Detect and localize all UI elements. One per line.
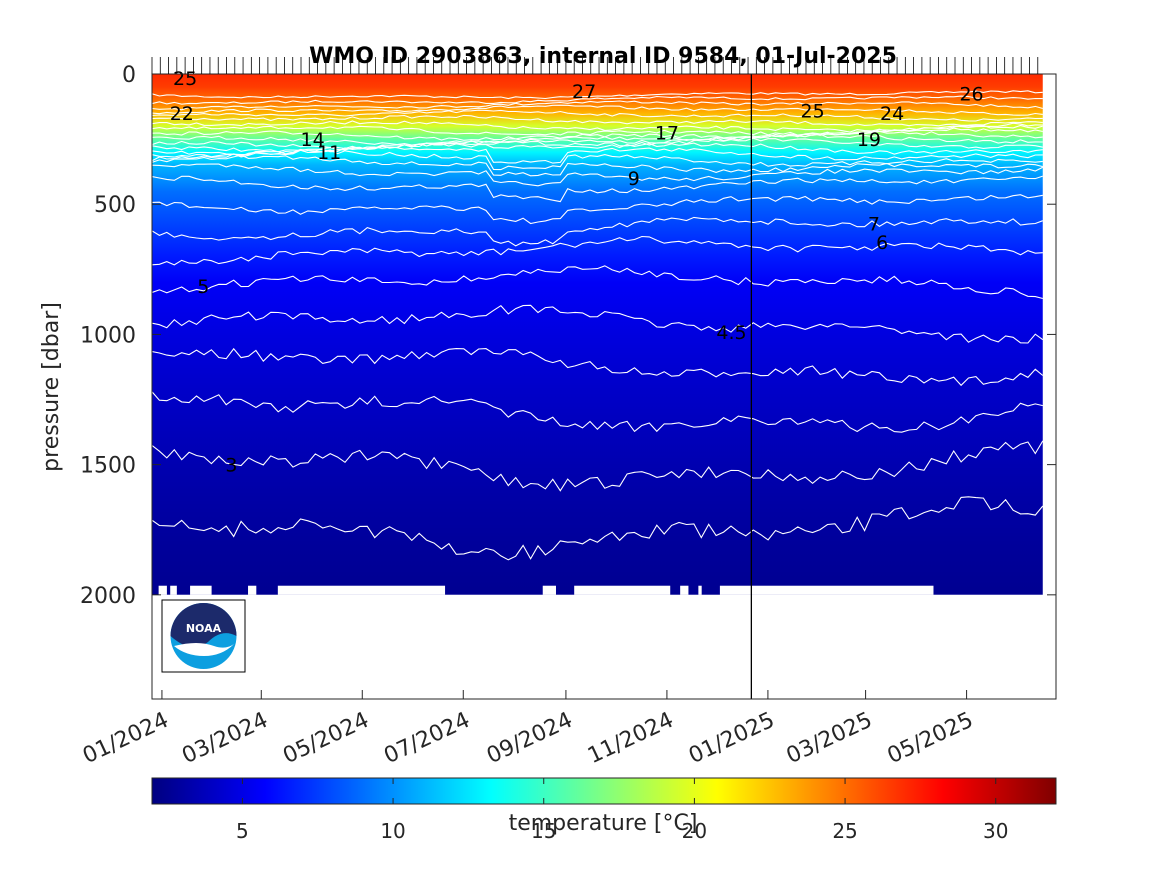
isotherm-line: [152, 109, 1043, 122]
isotherm-line: [152, 175, 1043, 203]
isotherm-line: [152, 124, 1043, 136]
below-profile-mask: [152, 594, 1056, 699]
isotherm-line: [152, 145, 1043, 164]
isotherm-line: [152, 133, 1043, 150]
colorbar: [151, 777, 1057, 805]
isotherm-line: [152, 194, 1043, 225]
short-profile-gap: [170, 585, 177, 595]
short-profile-gap: [277, 585, 446, 595]
missing-data-mask: [152, 585, 1056, 699]
contour-label: 5: [197, 276, 209, 298]
x-tick-label: 09/2024: [483, 708, 576, 769]
contour-label: 17: [655, 123, 679, 145]
x-tick-label: 11/2024: [584, 708, 677, 769]
x-tick-label: 01/2024: [79, 708, 172, 769]
isotherm-line: [152, 265, 1043, 300]
x-tick-label: 07/2024: [380, 708, 473, 769]
isotherm-line: [152, 216, 1043, 247]
x-tick-label: 03/2025: [783, 708, 876, 769]
isotherm-line: [152, 104, 1043, 116]
isotherm-line: [152, 100, 1043, 111]
svg-text:NOAA: NOAA: [186, 622, 222, 635]
contour-label: 22: [170, 103, 194, 125]
contour-label: 9: [628, 168, 640, 190]
x-axis-ticks: 01/2024 03/2024 05/2024 07/2024 09/2024 11/20…: [79, 690, 977, 769]
contour-label: 11: [317, 142, 341, 164]
isotherm-line: [152, 130, 1043, 146]
y-axis-label: pressure [dbar]: [39, 302, 64, 472]
colorbar-tick-label: 30: [983, 819, 1008, 843]
x-tick-label: 03/2024: [178, 708, 271, 769]
short-profile-gap: [248, 585, 257, 595]
chart-title: WMO ID 2903863, internal ID 9584, 01-Jul…: [309, 44, 897, 69]
y-axis-ticks: 0 500 1000 1500 2000: [80, 63, 1056, 609]
isotherm-line: [152, 440, 1044, 492]
y-tick-label: 500: [94, 193, 136, 218]
y-tick-label: 1000: [80, 323, 136, 348]
x-tick-label: 01/2025: [685, 708, 778, 769]
short-profile-gap: [719, 585, 934, 595]
short-profile-gap: [542, 585, 556, 595]
contour-label: 25: [173, 68, 197, 90]
contour-label: 19: [857, 129, 881, 151]
contour-label: 24: [880, 103, 904, 125]
short-profile-gap: [698, 585, 702, 595]
colorbar-ticks: 5 10 15 20 25 30: [236, 778, 1008, 843]
isotherm-line: [152, 391, 1043, 433]
y-tick-label: 2000: [80, 584, 136, 609]
colorbar-label: temperature [°C]: [509, 811, 698, 836]
contour-label: 6: [876, 232, 888, 254]
colorbar-tick-label: 20: [682, 819, 707, 843]
x-tick-label: 05/2024: [279, 708, 372, 769]
short-profile-gap: [574, 585, 671, 595]
contour-label: 25: [801, 100, 825, 122]
colorbar-tick-label: 10: [380, 819, 405, 843]
isotherm-line: [152, 163, 1044, 187]
isotherm-line: [152, 496, 1044, 561]
contour-label: 4.5: [716, 322, 746, 344]
y-tick-label: 0: [122, 63, 136, 88]
contour-label: 27: [572, 81, 596, 103]
isotherm-line: [152, 95, 1043, 105]
isotherm-line: [152, 304, 1044, 344]
noaa-logo: NOAA: [161, 599, 246, 673]
contour-label: 3: [225, 455, 237, 477]
isotherm-line: [152, 235, 1043, 266]
x-tick-label: 05/2025: [884, 708, 977, 769]
short-profile-gap: [158, 585, 167, 595]
temperature-heatmap: [152, 74, 1043, 595]
y-tick-label: 1500: [80, 454, 136, 479]
isotherm-line: [152, 114, 1043, 127]
contour-label: 26: [959, 84, 983, 106]
isotherm-line: [152, 154, 1043, 177]
colorbar-tick-label: 15: [531, 819, 556, 843]
axes-box: [151, 73, 1057, 700]
isotherm-line: [152, 127, 1043, 141]
contour-label: 7: [868, 214, 880, 236]
isotherm-contours: [152, 90, 1044, 561]
short-profile-gap: [680, 585, 689, 595]
colorbar-tick-label: 25: [832, 819, 857, 843]
short-profile-gap: [190, 585, 212, 595]
isotherm-line: [152, 347, 1044, 387]
isotherm-line: [152, 90, 1043, 100]
isotherm-line: [152, 149, 1043, 171]
contour-label: 14: [301, 129, 325, 151]
colorbar-tick-label: 5: [236, 819, 249, 843]
profile-date-rug: [151, 57, 1039, 74]
